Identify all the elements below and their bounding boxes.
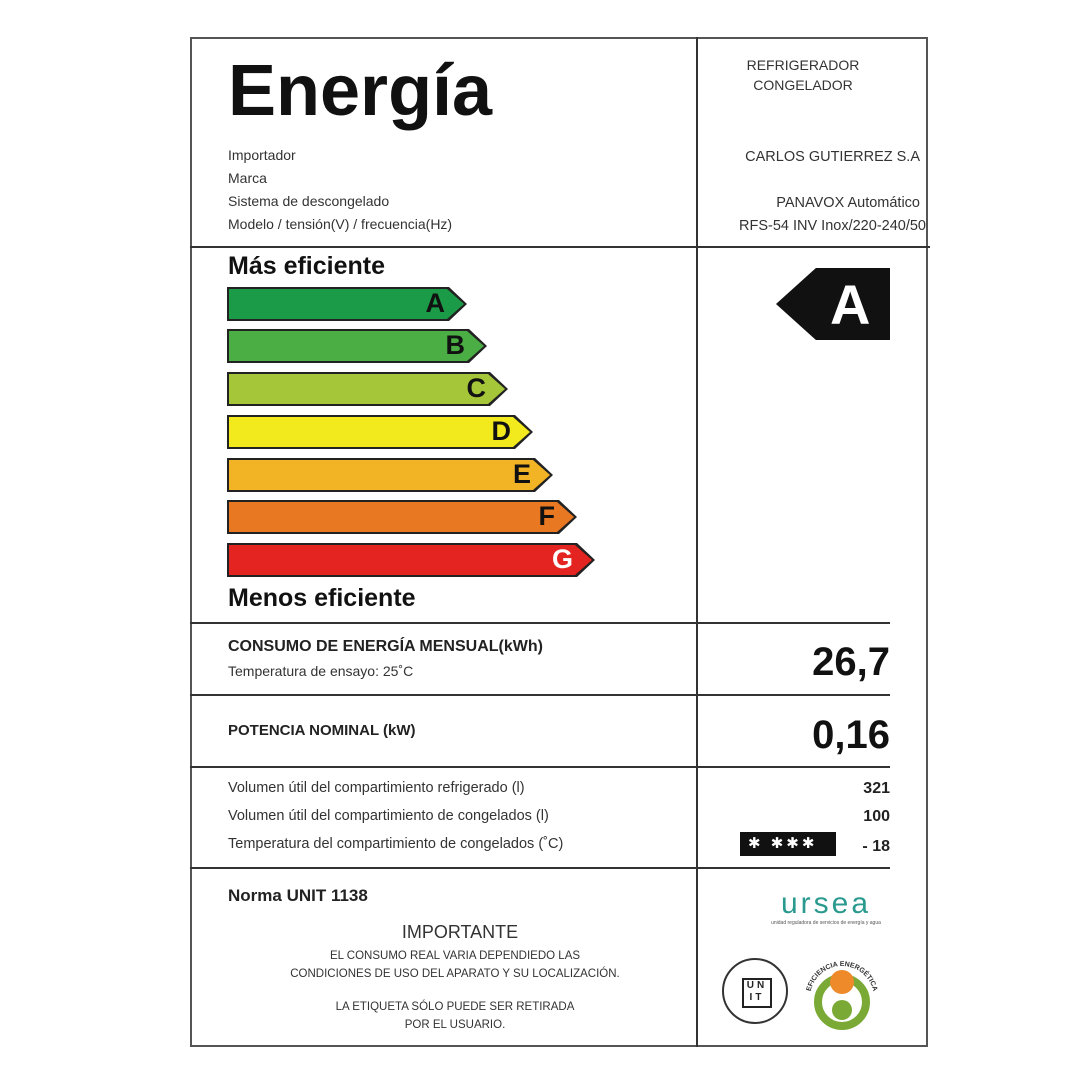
field-label: Marca bbox=[228, 170, 267, 186]
consumption-value: 26,7 bbox=[812, 640, 890, 684]
ursea-logo: ursea unidad reguladora de servicios de … bbox=[771, 887, 881, 927]
label-frame bbox=[190, 37, 928, 1047]
notice-text: EL CONSUMO REAL VARIA DEPENDIEDO LAS bbox=[329, 950, 581, 962]
efficiency-bar-e: E bbox=[227, 458, 553, 492]
divider bbox=[696, 37, 698, 1047]
efficiency-letter: G bbox=[551, 544, 573, 574]
rating-letter: A bbox=[830, 273, 871, 336]
volume-value: - 18 bbox=[862, 838, 890, 855]
product-type: REFRIGERADOR bbox=[746, 57, 860, 73]
norma-label: Norma UNIT 1138 bbox=[228, 886, 368, 905]
divider bbox=[190, 766, 890, 768]
efficiency-bar-a: A bbox=[227, 287, 467, 321]
efficiency-bar-g: G bbox=[227, 543, 595, 577]
notice-text: CONDICIONES DE USO DEL APARATO Y SU LOCA… bbox=[290, 968, 620, 980]
product-type: CONGELADOR bbox=[753, 77, 853, 93]
efficiency-letter: A bbox=[425, 288, 445, 318]
field-label: Modelo / tensión(V) / frecuencia(Hz) bbox=[228, 216, 453, 232]
freezer-stars-icon: ✱ ✱✱✱ bbox=[740, 832, 836, 856]
efficiency-letter: F bbox=[538, 501, 555, 531]
page-title: Energía bbox=[228, 51, 493, 131]
eficiencia-energetica-logo: EFICIENCIA ENERGÉTICA bbox=[806, 961, 878, 1030]
power-label: POTENCIA NOMINAL (kW) bbox=[228, 722, 416, 739]
efficiency-letter: C bbox=[466, 373, 486, 403]
efficiency-letter: D bbox=[491, 416, 511, 446]
efficiency-bar-b: B bbox=[227, 329, 487, 363]
notice-text: LA ETIQUETA SÓLO PUEDE SER RETIRADA bbox=[335, 1001, 575, 1013]
divider bbox=[190, 694, 890, 696]
volume-label: Volumen útil del compartimiento refriger… bbox=[228, 780, 525, 796]
volume-value: 321 bbox=[863, 780, 890, 797]
notice-text: POR EL USUARIO. bbox=[404, 1019, 506, 1031]
efficiency-bar-d: D bbox=[227, 415, 533, 449]
volume-label: Volumen útil del compartimiento de conge… bbox=[228, 808, 549, 824]
efficiency-bar-c: C bbox=[227, 372, 508, 406]
efficiency-letter: E bbox=[512, 459, 531, 489]
importer-value: CARLOS GUTIERREZ S.A bbox=[745, 149, 920, 165]
divider bbox=[190, 622, 890, 624]
model-value: RFS-54 INV Inox/220-240/50 bbox=[739, 218, 926, 234]
unit-seal-logo: UNIT bbox=[722, 958, 788, 1024]
power-value: 0,16 bbox=[812, 713, 890, 757]
consumption-label: CONSUMO DE ENERGÍA MENSUAL(kWh) bbox=[228, 638, 543, 655]
volume-value: 100 bbox=[863, 808, 890, 825]
scale-bottom-label: Menos eficiente bbox=[228, 584, 416, 612]
field-label: Sistema de descongelado bbox=[228, 193, 390, 209]
volume-label: Temperatura del compartimiento de congel… bbox=[228, 836, 564, 852]
efficiency-letter: B bbox=[445, 330, 465, 360]
field-label: Importador bbox=[228, 147, 296, 163]
divider bbox=[190, 867, 890, 869]
importante-heading: IMPORTANTE bbox=[401, 922, 519, 942]
divider bbox=[190, 246, 930, 248]
scale-top-label: Más eficiente bbox=[228, 252, 386, 280]
brand-value: PANAVOX Automático bbox=[776, 195, 920, 211]
efficiency-bar-f: F bbox=[227, 500, 577, 534]
consumption-sub: Temperatura de ensayo: 25˚C bbox=[228, 663, 414, 679]
